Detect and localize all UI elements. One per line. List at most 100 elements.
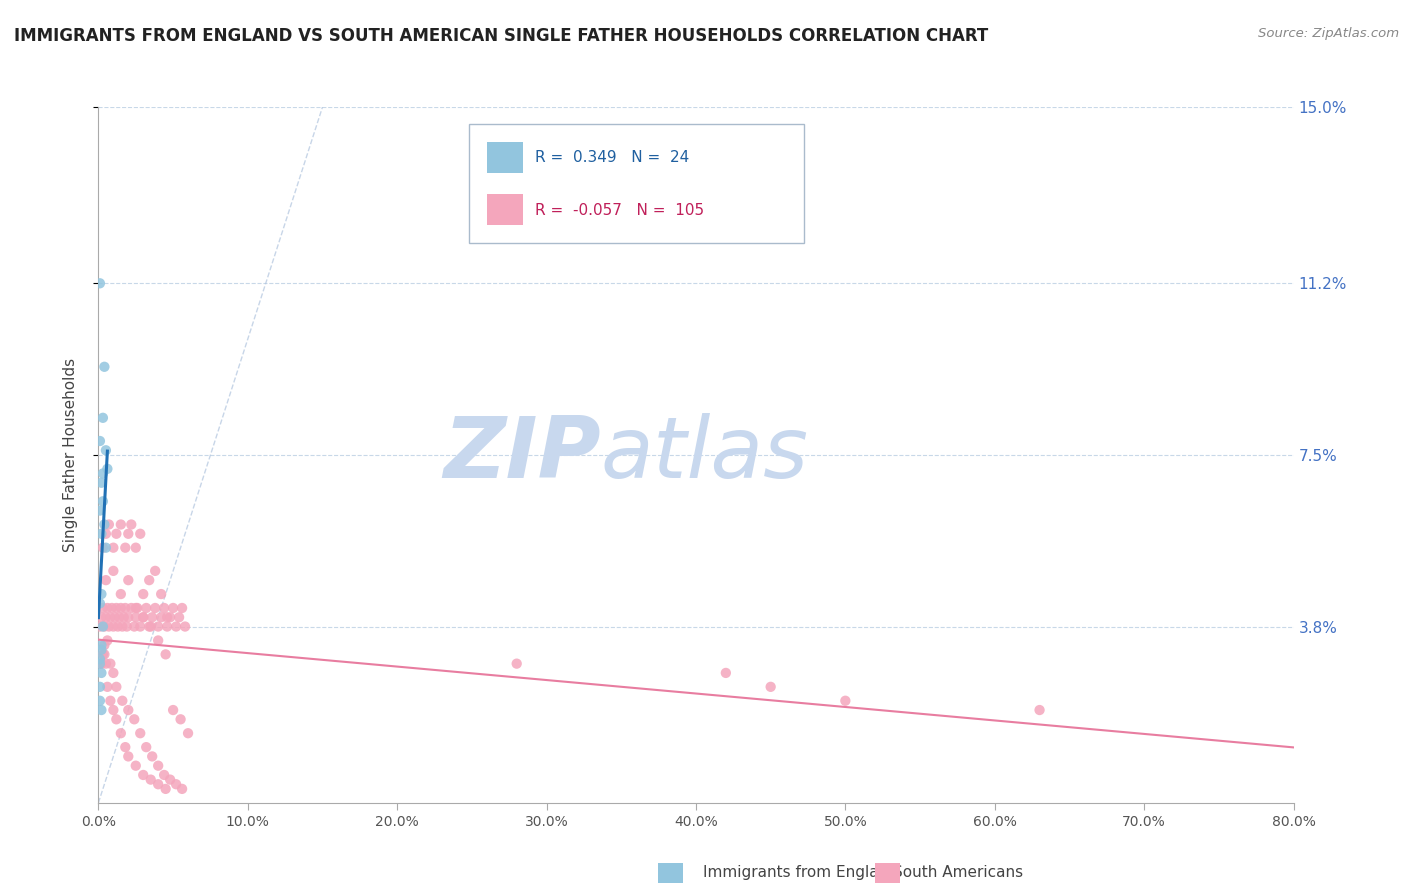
Point (165, 619, 187, 633)
Point (105, 601, 128, 615)
Point (89, 503, 111, 517)
Point (165, 777, 187, 791)
Point (150, 610, 173, 624)
Point (91, 648, 114, 662)
Point (141, 749, 163, 764)
Point (117, 526, 139, 541)
Point (91, 494, 114, 508)
Point (129, 726, 152, 740)
Point (139, 772, 162, 787)
Point (159, 610, 181, 624)
Point (127, 601, 149, 615)
Point (108, 610, 131, 624)
Point (148, 777, 170, 791)
Point (143, 601, 166, 615)
Point (117, 749, 139, 764)
Point (125, 601, 148, 615)
Point (153, 601, 176, 615)
Point (91, 467, 114, 481)
Point (169, 712, 191, 726)
Text: atlas: atlas (600, 413, 808, 497)
Point (124, 619, 146, 633)
Point (141, 610, 163, 624)
Point (129, 619, 152, 633)
Point (105, 526, 128, 541)
Point (148, 758, 170, 772)
Point (135, 740, 157, 755)
Point (110, 517, 132, 532)
Point (96, 633, 118, 648)
Point (89, 657, 111, 671)
Point (135, 601, 157, 615)
Point (125, 758, 148, 772)
Point (98, 657, 122, 671)
Point (132, 610, 155, 624)
Point (115, 619, 138, 633)
Point (107, 619, 129, 633)
Point (89, 434, 111, 448)
Point (111, 694, 134, 708)
Point (110, 587, 132, 601)
Point (138, 573, 160, 587)
Point (139, 619, 162, 633)
Text: Immigrants from England: Immigrants from England (703, 865, 898, 880)
Point (110, 601, 132, 615)
Point (759, 680, 782, 694)
Point (90, 665, 112, 680)
Point (167, 610, 190, 624)
Point (91, 541, 114, 555)
Point (94, 541, 117, 555)
Point (174, 619, 197, 633)
Point (90, 610, 112, 624)
Point (105, 712, 128, 726)
Text: Source: ZipAtlas.com: Source: ZipAtlas.com (1258, 27, 1399, 40)
Point (162, 703, 184, 717)
Point (155, 648, 177, 662)
Point (120, 517, 142, 532)
Point (103, 703, 125, 717)
Point (153, 768, 176, 782)
Point (148, 633, 170, 648)
Point (89, 277, 111, 291)
Point (114, 740, 136, 755)
Point (96, 680, 118, 694)
Point (94, 526, 117, 541)
Point (148, 619, 170, 633)
Point (155, 781, 177, 796)
Point (104, 610, 127, 624)
Point (90, 642, 112, 657)
Point (172, 601, 194, 615)
Point (159, 772, 181, 787)
Point (714, 665, 737, 680)
Point (177, 726, 200, 740)
Point (89, 619, 111, 633)
Point (132, 587, 155, 601)
Point (143, 564, 166, 578)
Point (89, 694, 111, 708)
Point (103, 564, 125, 578)
Point (117, 573, 139, 587)
Point (90, 475, 112, 490)
Point (125, 610, 148, 624)
Point (90, 703, 112, 717)
Point (97, 517, 120, 532)
Point (90, 587, 112, 601)
Point (125, 541, 148, 555)
Point (89, 596, 111, 610)
FancyBboxPatch shape (470, 124, 804, 243)
Point (506, 657, 529, 671)
Point (172, 781, 194, 796)
Point (132, 610, 155, 624)
Point (132, 768, 155, 782)
Point (117, 703, 139, 717)
Point (101, 601, 124, 615)
Point (91, 619, 114, 633)
Point (89, 652, 111, 666)
Y-axis label: Single Father Households: Single Father Households (63, 358, 77, 552)
Text: R =  -0.057   N =  105: R = -0.057 N = 105 (534, 202, 704, 218)
Point (90, 657, 112, 671)
Point (96, 601, 118, 615)
Point (91, 410, 114, 425)
Point (114, 541, 136, 555)
Point (91, 601, 114, 615)
